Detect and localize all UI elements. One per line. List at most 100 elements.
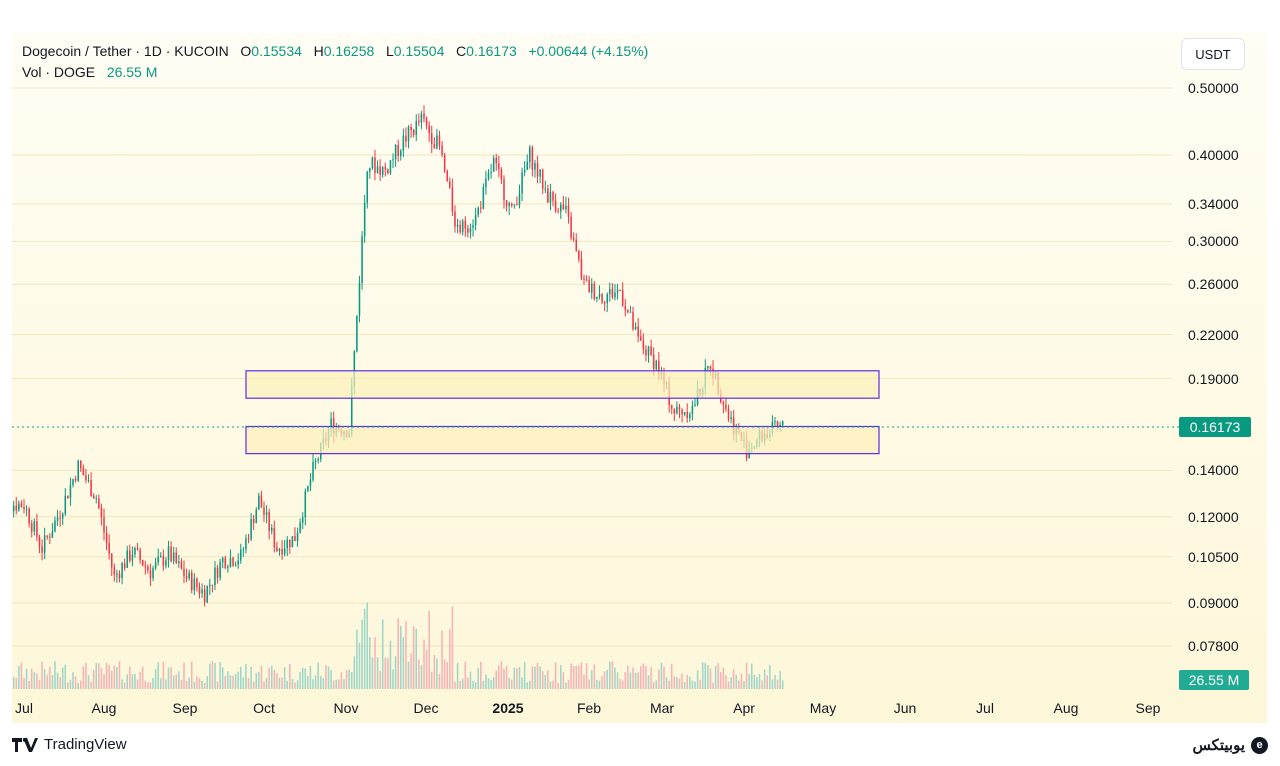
candle-body [580, 258, 583, 279]
candle-body [188, 572, 190, 579]
volume-bar [160, 678, 162, 689]
volume-bar [317, 662, 319, 689]
volume-bar [30, 668, 33, 689]
candle-body [487, 173, 490, 179]
candle-body [557, 210, 559, 212]
volume-bar [87, 675, 90, 689]
chart-area[interactable] [12, 33, 1267, 723]
currency-button[interactable]: USDT [1181, 38, 1245, 70]
candle-body [149, 570, 152, 579]
volume-bar [141, 666, 144, 689]
candle-body [98, 498, 100, 509]
volume-bar [583, 674, 585, 689]
volume-bar [758, 673, 761, 689]
high-value: 0.16258 [323, 43, 375, 59]
candle-body [108, 543, 110, 554]
volume-bar [307, 675, 309, 689]
volume-bar [508, 677, 510, 689]
zone-box [245, 425, 880, 455]
tradingview-logo[interactable]: TradingView [12, 736, 127, 753]
candle-body [552, 192, 554, 201]
volume-bar [640, 666, 642, 689]
volume-bar [206, 676, 208, 689]
candlestick-chart[interactable] [12, 33, 1267, 723]
volume-bar [201, 680, 203, 689]
candle-body [578, 250, 580, 259]
volume-bar [634, 672, 637, 689]
candle-body [20, 503, 23, 508]
price-tick-label: 0.10500 [1188, 548, 1239, 565]
volume-bar [296, 680, 299, 689]
candle-body [240, 549, 242, 561]
candle-body [601, 294, 603, 303]
volume-bar [265, 677, 268, 689]
volume-bar [92, 669, 95, 689]
volume-bar [219, 662, 221, 689]
volume-bar [510, 679, 513, 689]
candle-body [304, 491, 307, 518]
pair-title: Dogecoin / Tether · 1D · KUCOIN [22, 43, 229, 59]
volume-bar [340, 672, 343, 689]
candle-body [691, 406, 694, 415]
volume-bar [518, 667, 521, 689]
candle-body [105, 532, 108, 544]
volume-bar [611, 661, 614, 689]
candle-body [183, 568, 185, 577]
candle-body [650, 346, 652, 355]
volume-bar [358, 642, 361, 689]
volume-bar [454, 681, 456, 689]
price-tick-label: 0.22000 [1188, 326, 1239, 343]
volume-bar [516, 668, 518, 689]
time-tick-label: 2025 [492, 700, 524, 716]
tradingview-label: TradingView [44, 736, 127, 753]
candle-body [606, 294, 608, 304]
volume-bar [335, 679, 338, 689]
volume-bar [178, 671, 180, 689]
volume-bar [557, 682, 559, 689]
candle-body [570, 216, 572, 238]
candle-body [59, 517, 61, 519]
volume-bar [585, 663, 588, 689]
candle-body [170, 546, 172, 562]
volume-bar [412, 626, 415, 689]
volume-bar [438, 674, 441, 689]
volume-bar [110, 670, 113, 689]
volume-bar [232, 675, 234, 689]
volume-bar [678, 678, 681, 689]
volume-bar [738, 680, 740, 689]
volume-bar [54, 661, 56, 689]
volume-bar [400, 625, 402, 689]
volume-bar [776, 679, 779, 689]
candle-body [294, 536, 296, 542]
candle-body [526, 161, 528, 170]
candle-body [531, 147, 534, 170]
candle-body [224, 557, 227, 569]
candle-body [237, 560, 239, 565]
volume-bar [234, 673, 237, 689]
volume-bar [74, 676, 77, 689]
candle-body [301, 517, 304, 523]
volume-bar [242, 677, 245, 689]
volume-bar [534, 666, 536, 689]
volume-bar [56, 672, 59, 689]
candle-body [384, 167, 387, 170]
price-tick-label: 0.12000 [1188, 508, 1239, 525]
volume-bar [704, 662, 707, 689]
candle-body [221, 557, 224, 563]
brand-label: یوبیتکس [1192, 737, 1245, 754]
volume-bar [260, 665, 263, 689]
volume-bar [188, 677, 190, 689]
volume-bar [322, 678, 325, 689]
volume-bar [779, 670, 781, 689]
candle-body [77, 460, 79, 481]
candle-body [508, 203, 510, 207]
candle-body [185, 576, 188, 579]
candle-body [54, 520, 56, 532]
time-tick-label: Feb [576, 700, 602, 716]
volume-bar [523, 662, 526, 689]
volume-bar [147, 682, 149, 689]
candle-body [312, 462, 314, 480]
candle-body [103, 517, 105, 533]
candle-body [480, 207, 482, 209]
time-tick-label: Aug [91, 700, 117, 716]
